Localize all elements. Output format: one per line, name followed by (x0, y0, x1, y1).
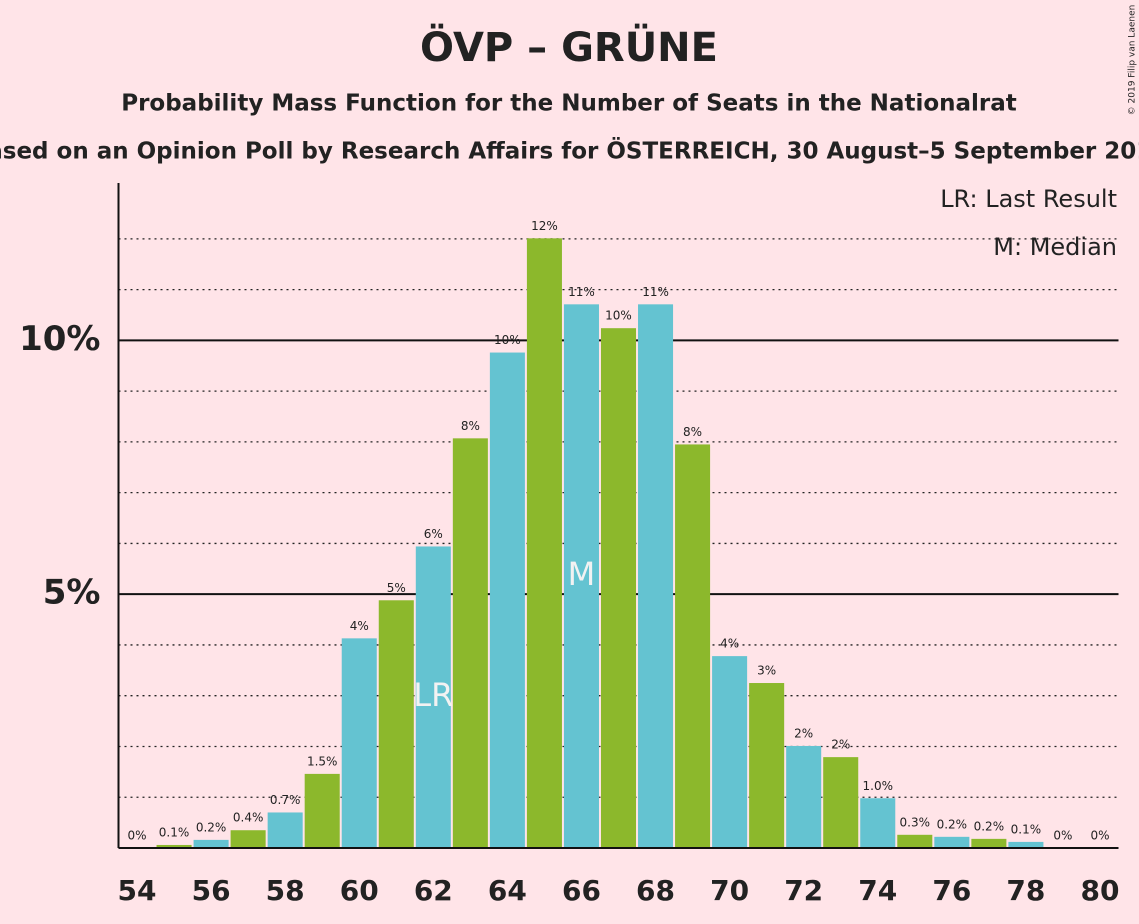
x-tick-label: 80 (1080, 874, 1119, 907)
value-label: 10% (494, 333, 521, 347)
bar (193, 839, 229, 848)
bar (971, 838, 1007, 848)
x-tick-label: 74 (858, 874, 897, 907)
bar (860, 798, 896, 848)
value-label: 2% (831, 738, 850, 752)
value-label: 1.0% (863, 779, 894, 793)
x-tick-label: 76 (932, 874, 971, 907)
legend-entry: M: Median (993, 233, 1117, 261)
x-tick-label: 56 (192, 874, 231, 907)
bar (489, 352, 525, 848)
chart-subtitle: Based on an Opinion Poll by Research Aff… (0, 137, 1139, 165)
value-label: 0.4% (233, 811, 264, 825)
value-label: 0.7% (270, 793, 301, 807)
bar (897, 834, 933, 848)
bar (1008, 841, 1044, 848)
x-tick-label: 64 (488, 874, 527, 907)
value-label: 0.3% (900, 815, 931, 829)
value-label: 1.5% (307, 754, 338, 768)
bar (563, 304, 599, 848)
value-label: 10% (605, 309, 632, 323)
legend-entry: LR: Last Result (940, 185, 1117, 213)
bar (712, 656, 748, 848)
bar (452, 438, 488, 848)
value-label: 0.2% (196, 820, 227, 834)
value-label: 0% (1090, 829, 1109, 843)
marker-label: M (568, 555, 596, 593)
value-label: 2% (794, 726, 813, 740)
x-tick-label: 72 (784, 874, 823, 907)
x-tick-label: 78 (1006, 874, 1045, 907)
x-tick-label: 62 (414, 874, 453, 907)
x-tick-label: 66 (562, 874, 601, 907)
value-label: 0.2% (974, 819, 1005, 833)
x-tick-label: 54 (118, 874, 157, 907)
bar (267, 812, 303, 848)
bar (304, 773, 340, 848)
value-label: 4% (350, 619, 369, 633)
y-tick-label: 5% (43, 573, 101, 613)
value-label: 0% (127, 829, 146, 843)
bar (749, 683, 785, 848)
copyright: © 2019 Filip van Laenen (1128, 5, 1138, 116)
y-tick-label: 10% (19, 319, 100, 359)
bar (526, 238, 562, 849)
chart-title: ÖVP – GRÜNE (420, 23, 718, 71)
marker-label: LR (413, 676, 453, 714)
bar (230, 830, 266, 848)
value-label: 11% (642, 285, 669, 299)
bar (415, 546, 451, 848)
value-label: 3% (757, 664, 776, 678)
value-label: 4% (720, 637, 739, 651)
value-label: 6% (424, 527, 443, 541)
x-tick-label: 68 (636, 874, 675, 907)
chart-subtitle: Probability Mass Function for the Number… (121, 91, 1017, 117)
bar (786, 745, 822, 848)
value-label: 8% (683, 425, 702, 439)
bar (675, 444, 711, 848)
x-tick-label: 60 (340, 874, 379, 907)
value-label: 12% (531, 219, 558, 233)
value-label: 0% (1053, 829, 1072, 843)
bar (600, 328, 637, 848)
bar (341, 638, 377, 848)
value-label: 0.1% (1011, 822, 1042, 836)
value-label: 11% (568, 285, 595, 299)
bar (156, 844, 192, 848)
value-label: 5% (387, 581, 406, 595)
value-label: 0.1% (159, 825, 190, 839)
value-label: 8% (461, 419, 480, 433)
x-tick-label: 58 (266, 874, 305, 907)
bar (378, 600, 414, 848)
value-label: 0.2% (937, 817, 968, 831)
x-tick-label: 70 (710, 874, 749, 907)
bar (638, 304, 674, 848)
bar (823, 757, 859, 848)
bar (934, 836, 970, 848)
